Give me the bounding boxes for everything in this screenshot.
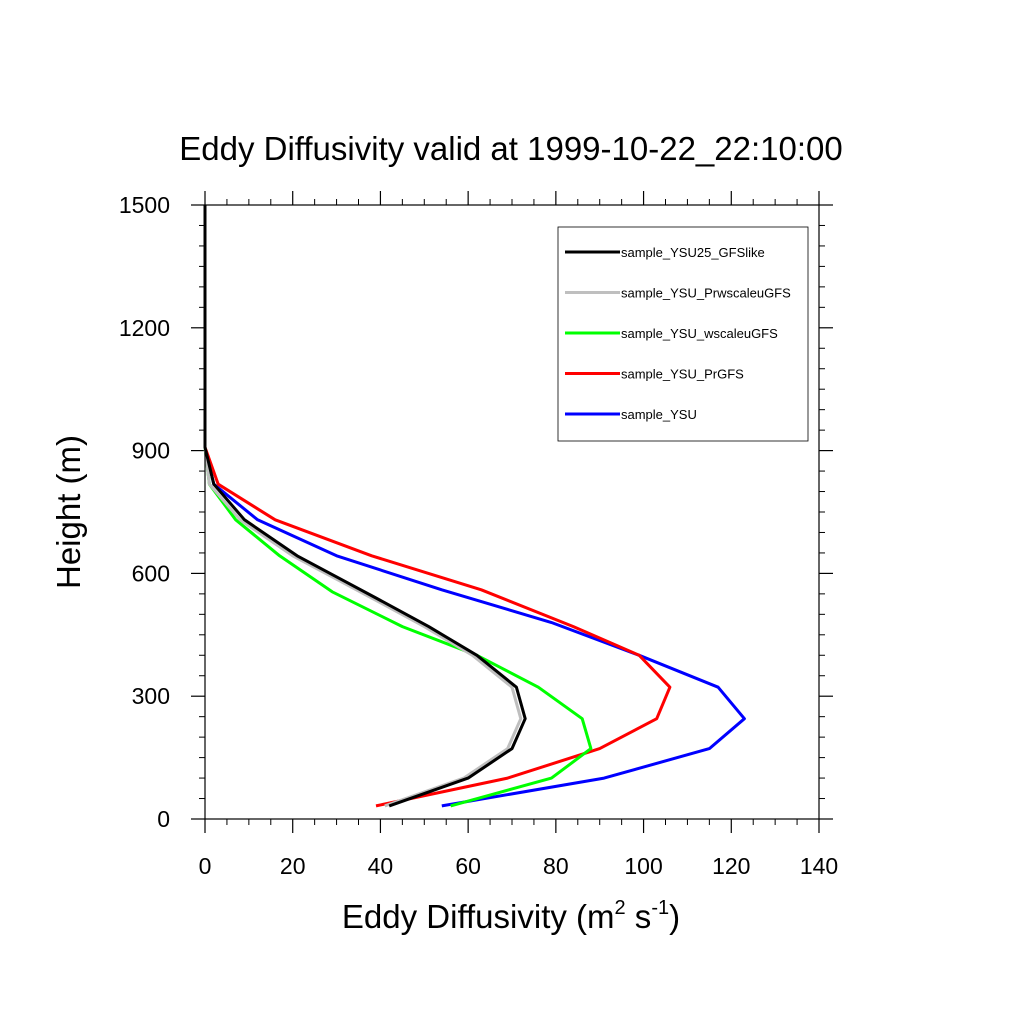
legend-label: sample_YSU_PrGFS	[621, 367, 744, 382]
y-axis-label: Height (m)	[50, 435, 87, 589]
plot-frame	[204, 204, 820, 820]
y-tick-label: 600	[132, 560, 170, 586]
series-layer	[203, 205, 746, 808]
x-axis-label: Eddy Diffusivity (m2 s-1)	[342, 897, 680, 935]
x-tick-label: 0	[199, 853, 212, 879]
y-tick-label: 900	[132, 438, 170, 464]
x-tick-label: 120	[712, 853, 750, 879]
x-tick-label: 140	[800, 853, 838, 879]
y-tick-label: 1500	[119, 192, 170, 218]
x-tick-label: 100	[624, 853, 662, 879]
legend-label: sample_YSU_PrwscaleuGFS	[621, 286, 791, 301]
y-tick-label: 300	[132, 683, 170, 709]
y-tick-label: 1200	[119, 315, 170, 341]
y-tick-label: 0	[157, 806, 170, 832]
x-tick-label: 40	[368, 853, 394, 879]
legend-label: sample_YSU	[621, 407, 697, 422]
y-tick-labels: 0 300 600 900 1200 1500	[119, 192, 170, 832]
series-line-sample-ysu25-gfslike	[203, 205, 527, 808]
legend-entries: sample_YSU25_GFSlike sample_YSU_Prwscaleu…	[565, 245, 791, 422]
legend: sample_YSU25_GFSlike sample_YSU_Prwscaleu…	[557, 226, 809, 442]
series-line-sample-ysu-wscaleugfs	[203, 205, 593, 808]
axis-ticks	[191, 191, 833, 833]
x-tick-label: 20	[280, 853, 306, 879]
x-tick-labels: 0 20 40 60 80 100 120 140	[199, 853, 839, 879]
x-tick-label: 60	[455, 853, 481, 879]
x-tick-label: 80	[543, 853, 569, 879]
legend-label: sample_YSU_wscaleuGFS	[621, 326, 778, 341]
chart-title: Eddy Diffusivity valid at 1999-10-22_22:…	[179, 130, 842, 167]
legend-label: sample_YSU25_GFSlike	[621, 245, 765, 260]
